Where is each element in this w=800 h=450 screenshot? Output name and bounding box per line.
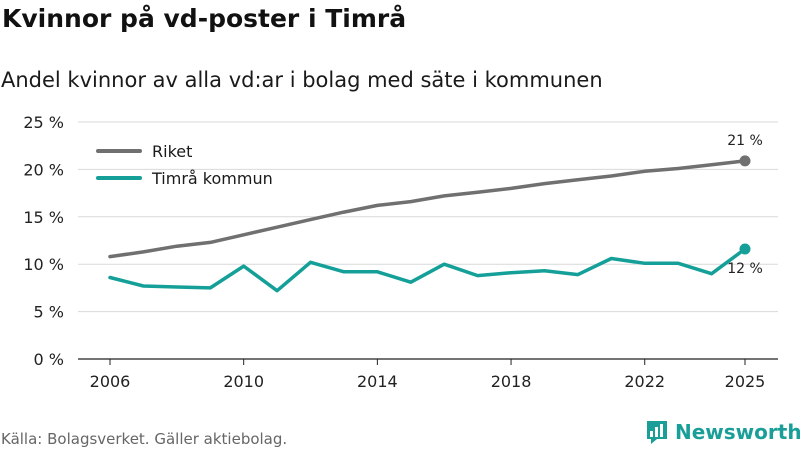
- series-line-timra: [108, 247, 747, 293]
- x-tick-label: 2010: [223, 372, 264, 391]
- y-tick-label: 25 %: [23, 113, 64, 132]
- end-point-timra: [739, 243, 751, 255]
- source-note: Källa: Bolagsverket. Gäller aktiebolag.: [1, 430, 288, 448]
- brand-name: Newsworthy: [675, 420, 800, 444]
- y-tick-label: 5 %: [34, 303, 64, 322]
- legend-label: Timrå kommun: [151, 169, 273, 188]
- end-value-label: 12 %: [727, 261, 763, 277]
- series-lines: 21 % 12 %: [108, 133, 763, 293]
- end-value-label: 21 %: [727, 133, 763, 149]
- x-tick-label: 2006: [90, 372, 131, 391]
- newsworthy-logo: Newsworthy: [645, 419, 800, 445]
- series-line-riket: [108, 159, 747, 259]
- chart-title: Kvinnor på vd-poster i Timrå: [2, 4, 407, 33]
- x-tick-label: 2014: [357, 372, 398, 391]
- y-tick-label: 15 %: [23, 208, 64, 227]
- axis-labels: 0 % 5 % 10 % 15 % 20 % 25 % 2006 2010 2014 2018 20…: [23, 113, 765, 391]
- x-tick-label: 2022: [624, 372, 665, 391]
- chart-subtitle: Andel kvinnor av alla vd:ar i bolag med …: [1, 68, 603, 92]
- y-tick-label: 10 %: [23, 255, 64, 274]
- legend: Riket Timrå kommun: [96, 142, 273, 188]
- end-point-riket: [739, 155, 751, 167]
- bar-chart-icon: [647, 421, 667, 444]
- y-tick-label: 0 %: [34, 350, 64, 369]
- x-tick-label: 2018: [491, 372, 532, 391]
- x-tick-label: 2025: [725, 372, 766, 391]
- legend-label: Riket: [152, 142, 192, 161]
- y-tick-label: 20 %: [23, 160, 64, 179]
